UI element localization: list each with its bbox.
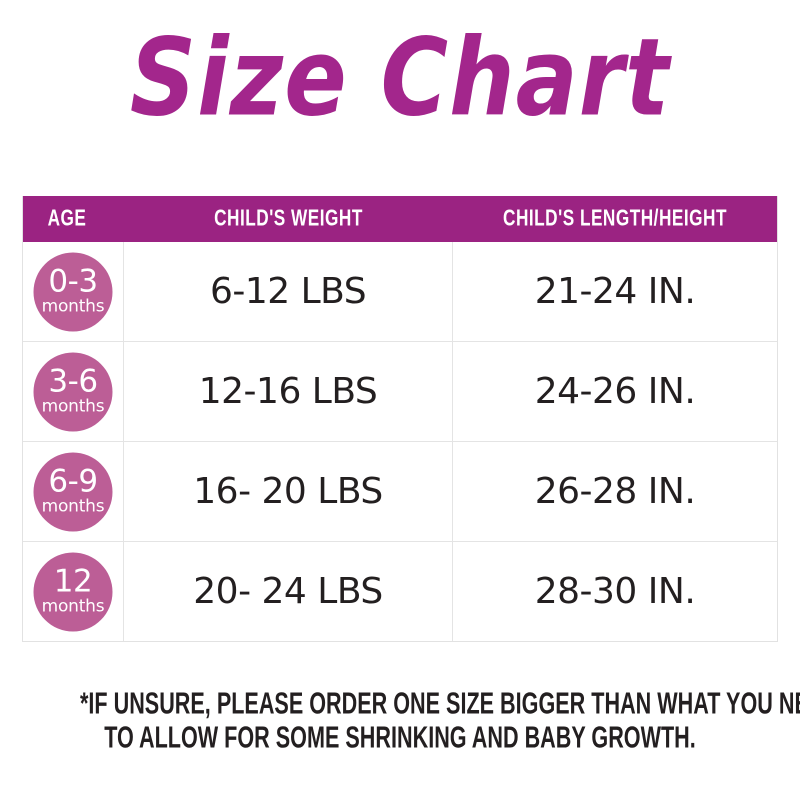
table-row: 3-6 months 12-16 LBS 24-26 IN. bbox=[23, 341, 777, 441]
table-row: 6-9 months 16- 20 LBS 26-28 IN. bbox=[23, 441, 777, 541]
length-cell: 21-24 IN. bbox=[453, 242, 777, 341]
weight-value: 6-12 LBS bbox=[209, 271, 367, 312]
length-value: 26-28 IN. bbox=[534, 471, 696, 512]
age-cell: 12 months bbox=[23, 542, 124, 641]
age-cell: 0-3 months bbox=[23, 242, 124, 341]
table-row: 12 months 20- 24 LBS 28-30 IN. bbox=[23, 541, 777, 641]
length-value: 21-24 IN. bbox=[534, 271, 696, 312]
age-cell: 3-6 months bbox=[23, 342, 124, 441]
weight-value: 20- 24 LBS bbox=[193, 571, 383, 612]
age-badge-unit: months bbox=[41, 496, 105, 517]
age-badge-unit: months bbox=[41, 596, 105, 617]
size-chart-table: AGE CHILD'S WEIGHT CHILD'S LENGTH/HEIGHT… bbox=[22, 196, 778, 642]
age-badge-value: 3-6 bbox=[48, 363, 98, 400]
weight-value: 16- 20 LBS bbox=[193, 471, 383, 512]
age-badge-value: 0-3 bbox=[48, 263, 98, 300]
length-value: 24-26 IN. bbox=[534, 371, 696, 412]
column-header-length: CHILD'S LENGTH/HEIGHT bbox=[503, 205, 727, 232]
age-badge-value: 6-9 bbox=[48, 463, 98, 500]
weight-cell: 16- 20 LBS bbox=[124, 442, 453, 541]
age-badge: 6-9 months bbox=[33, 452, 113, 531]
table-header-row: AGE CHILD'S WEIGHT CHILD'S LENGTH/HEIGHT bbox=[23, 196, 777, 242]
footnote: *IF UNSURE, PLEASE ORDER ONE SIZE BIGGER… bbox=[0, 686, 800, 754]
length-cell: 28-30 IN. bbox=[453, 542, 777, 641]
table-row: 0-3 months 6-12 LBS 21-24 IN. bbox=[23, 242, 777, 341]
age-badge-unit: months bbox=[41, 396, 105, 417]
weight-cell: 12-16 LBS bbox=[124, 342, 453, 441]
weight-value: 12-16 LBS bbox=[198, 371, 378, 412]
footnote-line-2: TO ALLOW FOR SOME SHRINKING AND BABY GRO… bbox=[104, 719, 696, 755]
page-title: Size Chart bbox=[129, 15, 671, 140]
age-badge-unit: months bbox=[41, 296, 105, 317]
age-badge: 0-3 months bbox=[33, 252, 113, 331]
age-badge: 12 months bbox=[33, 552, 113, 631]
age-badge: 3-6 months bbox=[33, 352, 113, 431]
length-value: 28-30 IN. bbox=[534, 571, 696, 612]
column-header-age: AGE bbox=[47, 205, 87, 232]
weight-cell: 20- 24 LBS bbox=[124, 542, 453, 641]
length-cell: 24-26 IN. bbox=[453, 342, 777, 441]
age-badge-value: 12 bbox=[53, 563, 93, 600]
length-cell: 26-28 IN. bbox=[453, 442, 777, 541]
table-body: 0-3 months 6-12 LBS 21-24 IN. 3-6 months bbox=[23, 242, 777, 641]
age-cell: 6-9 months bbox=[23, 442, 124, 541]
weight-cell: 6-12 LBS bbox=[124, 242, 453, 341]
footnote-line-1: *IF UNSURE, PLEASE ORDER ONE SIZE BIGGER… bbox=[80, 685, 800, 721]
column-header-weight: CHILD'S WEIGHT bbox=[214, 205, 363, 232]
